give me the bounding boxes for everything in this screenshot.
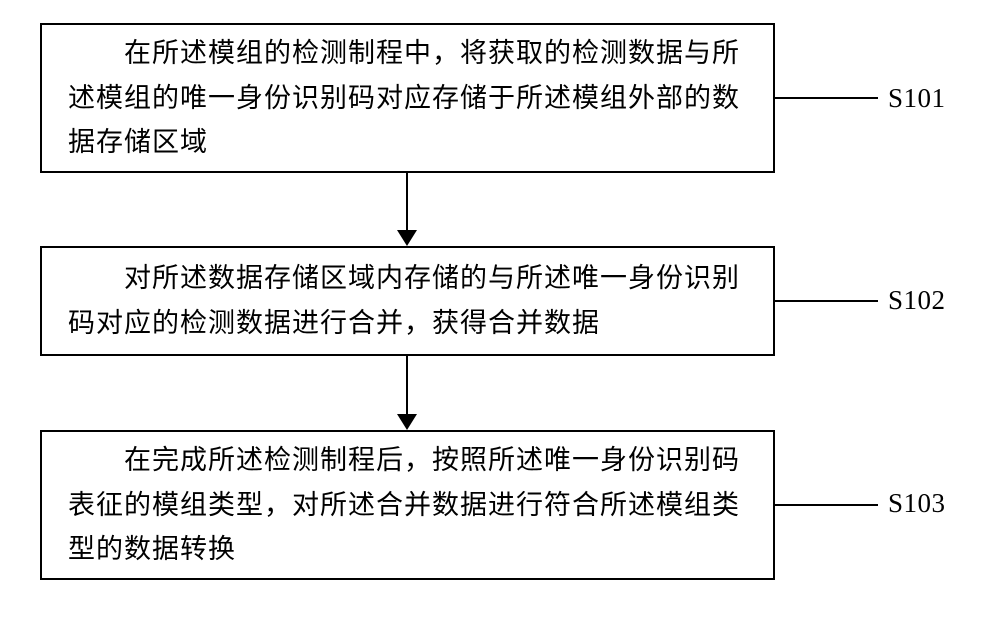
flow-step-s103: 在完成所述检测制程后，按照所述唯一身份识别码表征的模组类型，对所述合并数据进行符… [40,430,775,580]
flow-step-text: 在完成所述检测制程后，按照所述唯一身份识别码表征的模组类型，对所述合并数据进行符… [68,438,747,572]
connector-line [775,300,878,302]
flow-step-s101: 在所述模组的检测制程中，将获取的检测数据与所述模组的唯一身份识别码对应存储于所述… [40,23,775,173]
flow-step-text: 在所述模组的检测制程中，将获取的检测数据与所述模组的唯一身份识别码对应存储于所述… [68,31,747,165]
arrow-shaft [406,356,408,414]
connector-line [775,504,878,506]
arrow-head-icon [397,414,417,430]
flow-step-s102: 对所述数据存储区域内存储的与所述唯一身份识别码对应的检测数据进行合并，获得合并数… [40,246,775,356]
step-label-s103: S103 [888,488,946,519]
connector-line [775,97,878,99]
flow-step-text: 对所述数据存储区域内存储的与所述唯一身份识别码对应的检测数据进行合并，获得合并数… [68,256,747,345]
step-label-s101: S101 [888,83,946,114]
arrow-head-icon [397,230,417,246]
flowchart-canvas: 在所述模组的检测制程中，将获取的检测数据与所述模组的唯一身份识别码对应存储于所述… [0,0,1000,633]
step-label-s102: S102 [888,285,946,316]
arrow-shaft [406,173,408,230]
